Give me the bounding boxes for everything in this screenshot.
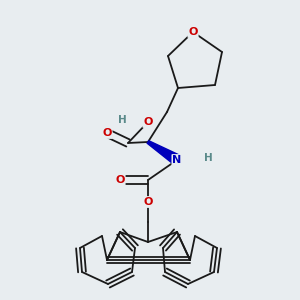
Text: O: O: [143, 197, 153, 207]
Polygon shape: [147, 141, 180, 165]
Text: O: O: [115, 175, 125, 185]
Text: O: O: [188, 27, 198, 37]
Text: H: H: [118, 115, 126, 125]
Text: O: O: [143, 117, 153, 127]
Text: O: O: [102, 128, 112, 138]
Text: H: H: [204, 153, 212, 163]
Text: N: N: [172, 155, 182, 165]
